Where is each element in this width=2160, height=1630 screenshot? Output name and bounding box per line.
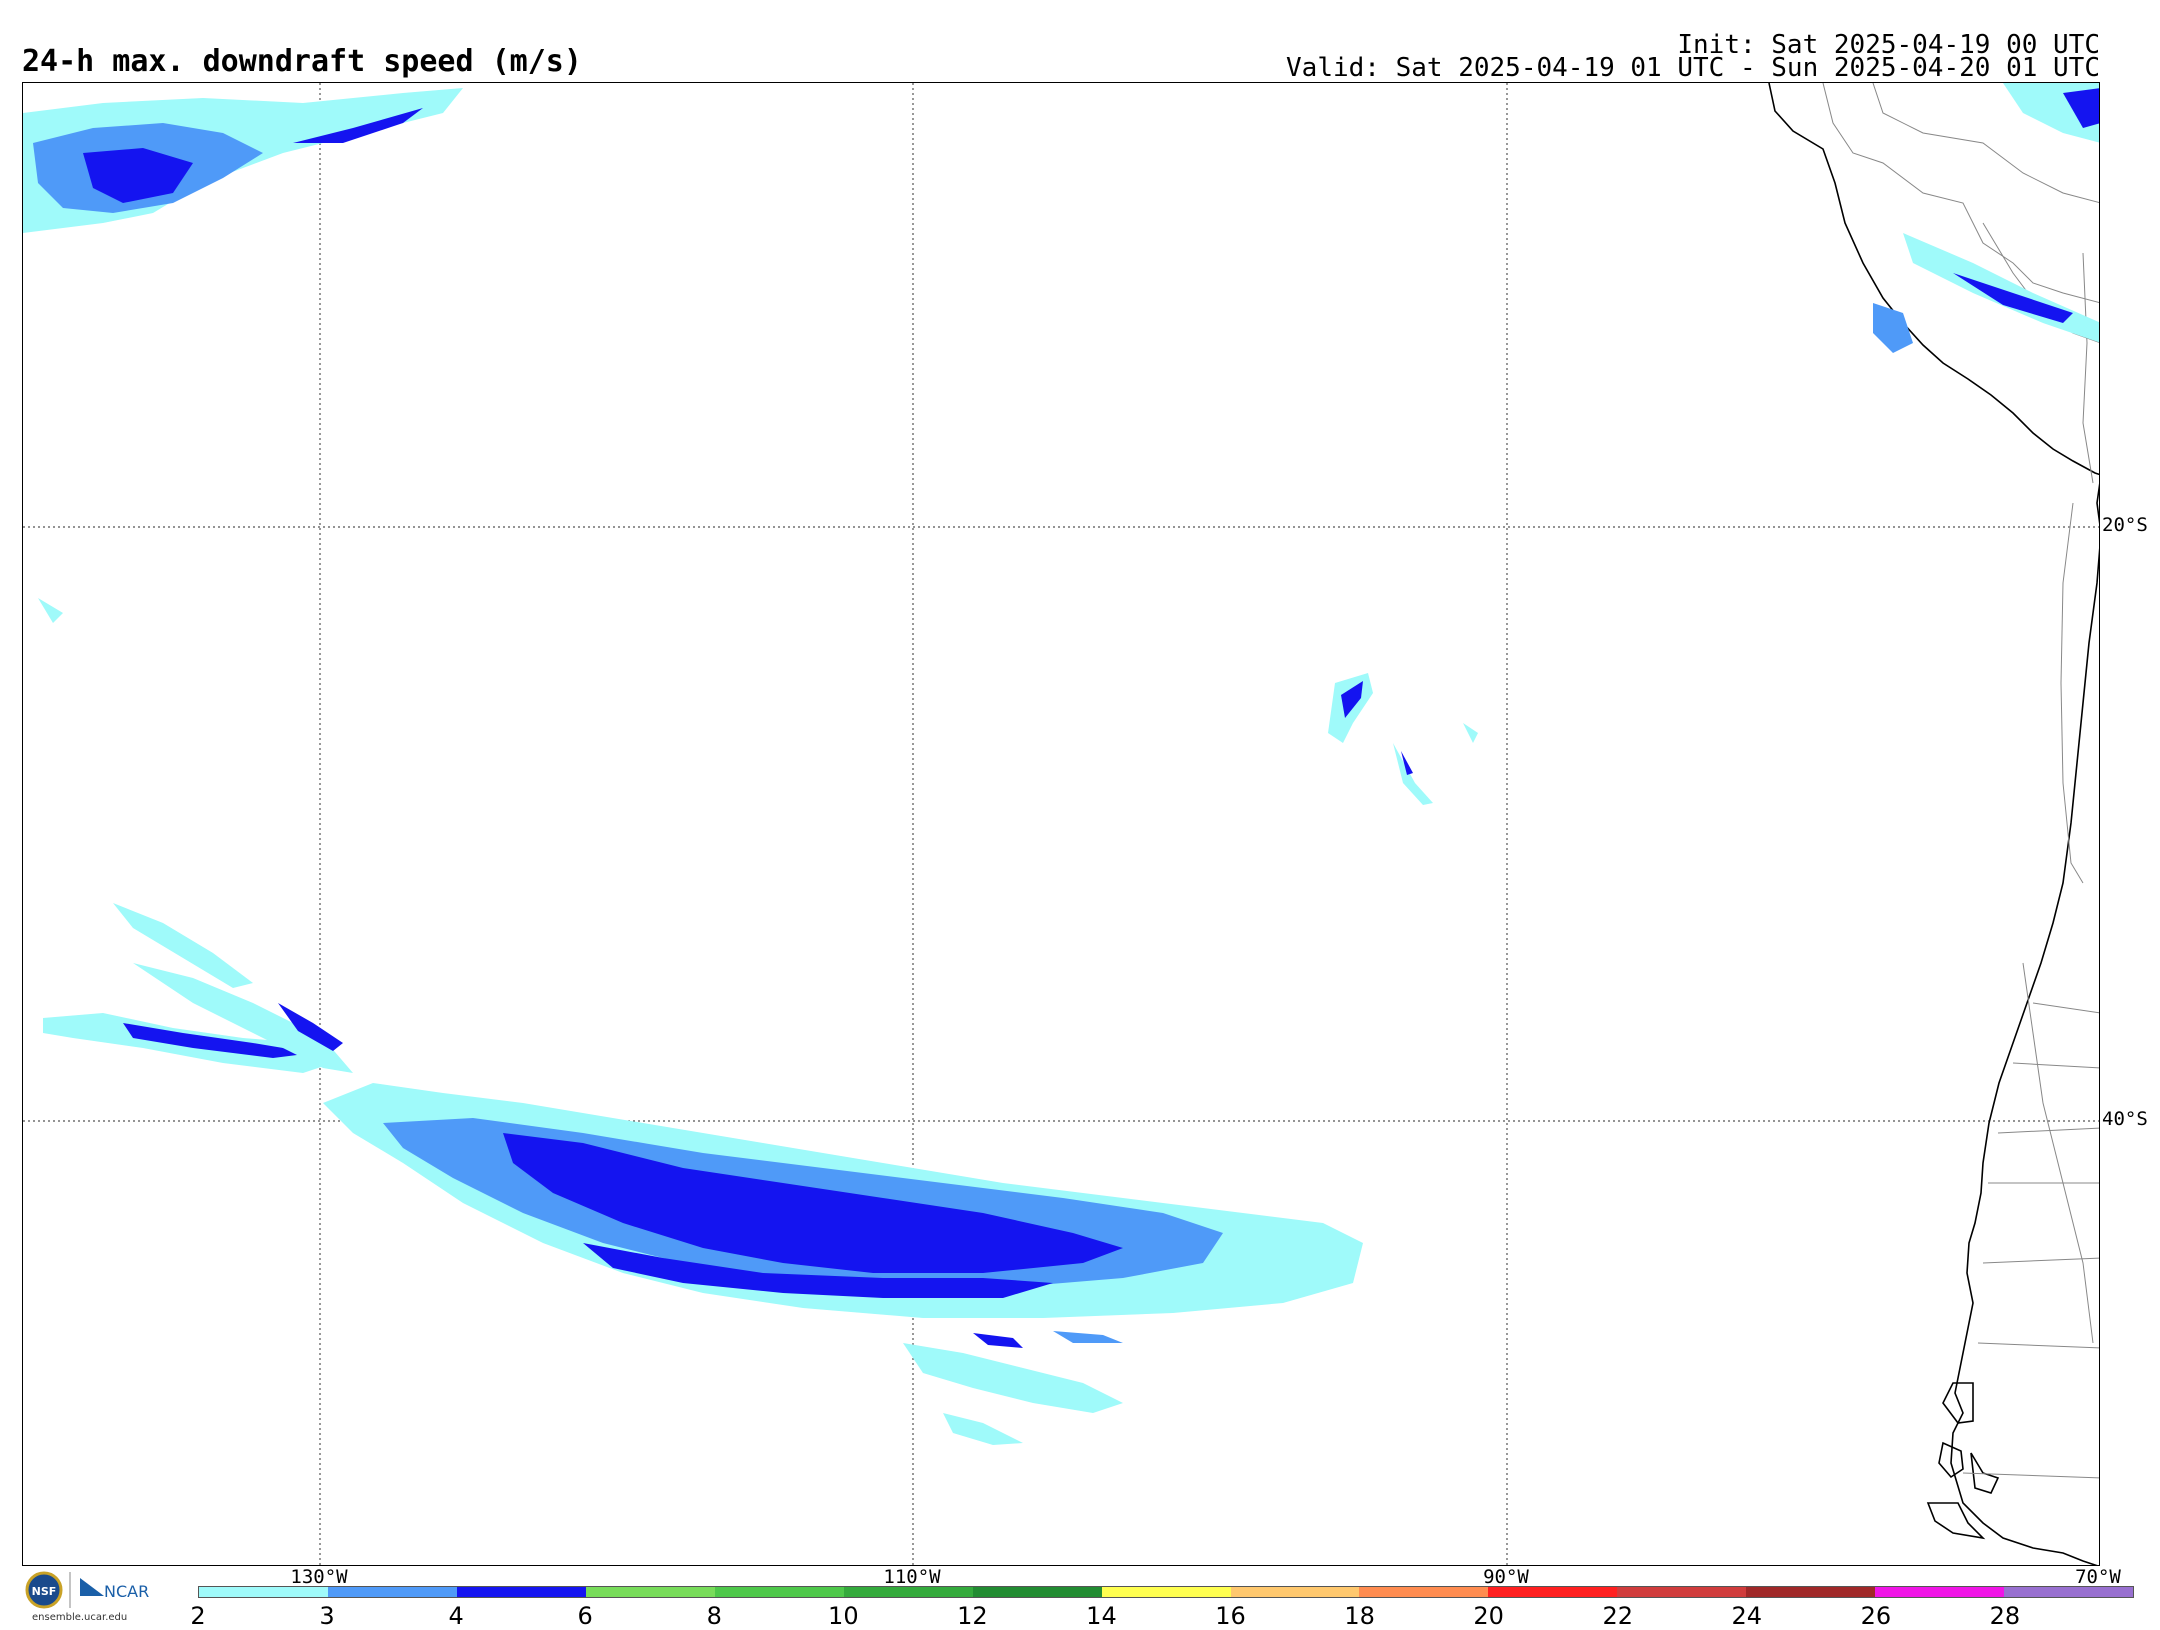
- lon-label-110w: 110°W: [883, 1566, 941, 1588]
- downdraft-speck-west: [38, 598, 63, 623]
- colorbar-segment: [714, 1587, 844, 1597]
- colorbar-tick-label: 4: [448, 1602, 464, 1630]
- map-canvas: [23, 83, 2099, 1565]
- colorbar-tick-label: 10: [828, 1602, 859, 1630]
- colorbar-tick-label: 18: [1344, 1602, 1375, 1630]
- colorbar-tick-label: 14: [1086, 1602, 1117, 1630]
- downdraft-cluster-northwest: [23, 88, 463, 233]
- downdraft-cluster-central: [1328, 673, 1478, 805]
- svg-text:NCAR: NCAR: [104, 1582, 149, 1601]
- colorbar-tick-label: 8: [706, 1602, 722, 1630]
- colorbar: [198, 1586, 2134, 1598]
- colorbar-segment: [456, 1587, 586, 1597]
- colorbar-segment: [1875, 1587, 2005, 1597]
- lat-label-20s: 20°S: [2102, 514, 2148, 536]
- init-time: Init: Sat 2025-04-19 00 UTC: [1677, 30, 2100, 60]
- colorbar-segment: [1617, 1587, 1747, 1597]
- colorbar-segment: [972, 1587, 1102, 1597]
- site-credit: ensemble.ucar.edu: [32, 1612, 128, 1623]
- colorbar-tick-label: 16: [1215, 1602, 1246, 1630]
- colorbar-segment: [199, 1587, 328, 1597]
- colorbar-segment: [843, 1587, 973, 1597]
- downdraft-swath-south: [903, 1331, 1123, 1445]
- lon-label-90w: 90°W: [1483, 1566, 1529, 1588]
- downdraft-cluster-andes: [1873, 83, 2099, 353]
- valid-time: Valid: Sat 2025-04-19 01 UTC - Sun 2025-…: [1286, 53, 2100, 83]
- political-borders: [1822, 83, 2099, 1479]
- coastline: [1768, 83, 2099, 1565]
- lat-label-40s: 40°S: [2102, 1108, 2148, 1130]
- colorbar-tick-label: 26: [1860, 1602, 1892, 1630]
- colorbar-segment: [327, 1587, 457, 1597]
- colorbar-tick-label: 20: [1473, 1602, 1504, 1630]
- ncar-logo: NSF NCAR: [24, 1570, 154, 1626]
- graticule: [23, 83, 2099, 1565]
- map-title: 24-h max. downdraft speed (m/s): [22, 44, 582, 79]
- colorbar-tick-label: 6: [577, 1602, 593, 1630]
- colorbar-tick-label: 3: [319, 1602, 335, 1630]
- lon-label-130w: 130°W: [290, 1566, 348, 1588]
- colorbar-segment: [2004, 1587, 2134, 1597]
- map-panel[interactable]: [22, 82, 2100, 1566]
- colorbar-segment: [585, 1587, 715, 1597]
- colorbar-segment: [1746, 1587, 1876, 1597]
- downdraft-swath-main: [323, 1083, 1363, 1318]
- ncar-mark-icon: [80, 1578, 104, 1596]
- nsf-seal-icon: [25, 1571, 63, 1609]
- lon-label-70w: 70°W: [2075, 1566, 2121, 1588]
- colorbar-tick-label: 22: [1602, 1602, 1633, 1630]
- colorbar-segment: [1230, 1587, 1360, 1597]
- colorbar-segment: [1359, 1587, 1489, 1597]
- downdraft-streaks-west: [43, 903, 353, 1073]
- colorbar-tick-label: 28: [1989, 1602, 2021, 1630]
- colorbar-tick-label: 24: [1731, 1602, 1763, 1630]
- colorbar-tick-label: 12: [957, 1602, 988, 1630]
- colorbar-segment: [1488, 1587, 1618, 1597]
- colorbar-segment: [1101, 1587, 1231, 1597]
- colorbar-tick-label: 2: [190, 1602, 206, 1630]
- svg-text:NSF: NSF: [32, 1585, 57, 1598]
